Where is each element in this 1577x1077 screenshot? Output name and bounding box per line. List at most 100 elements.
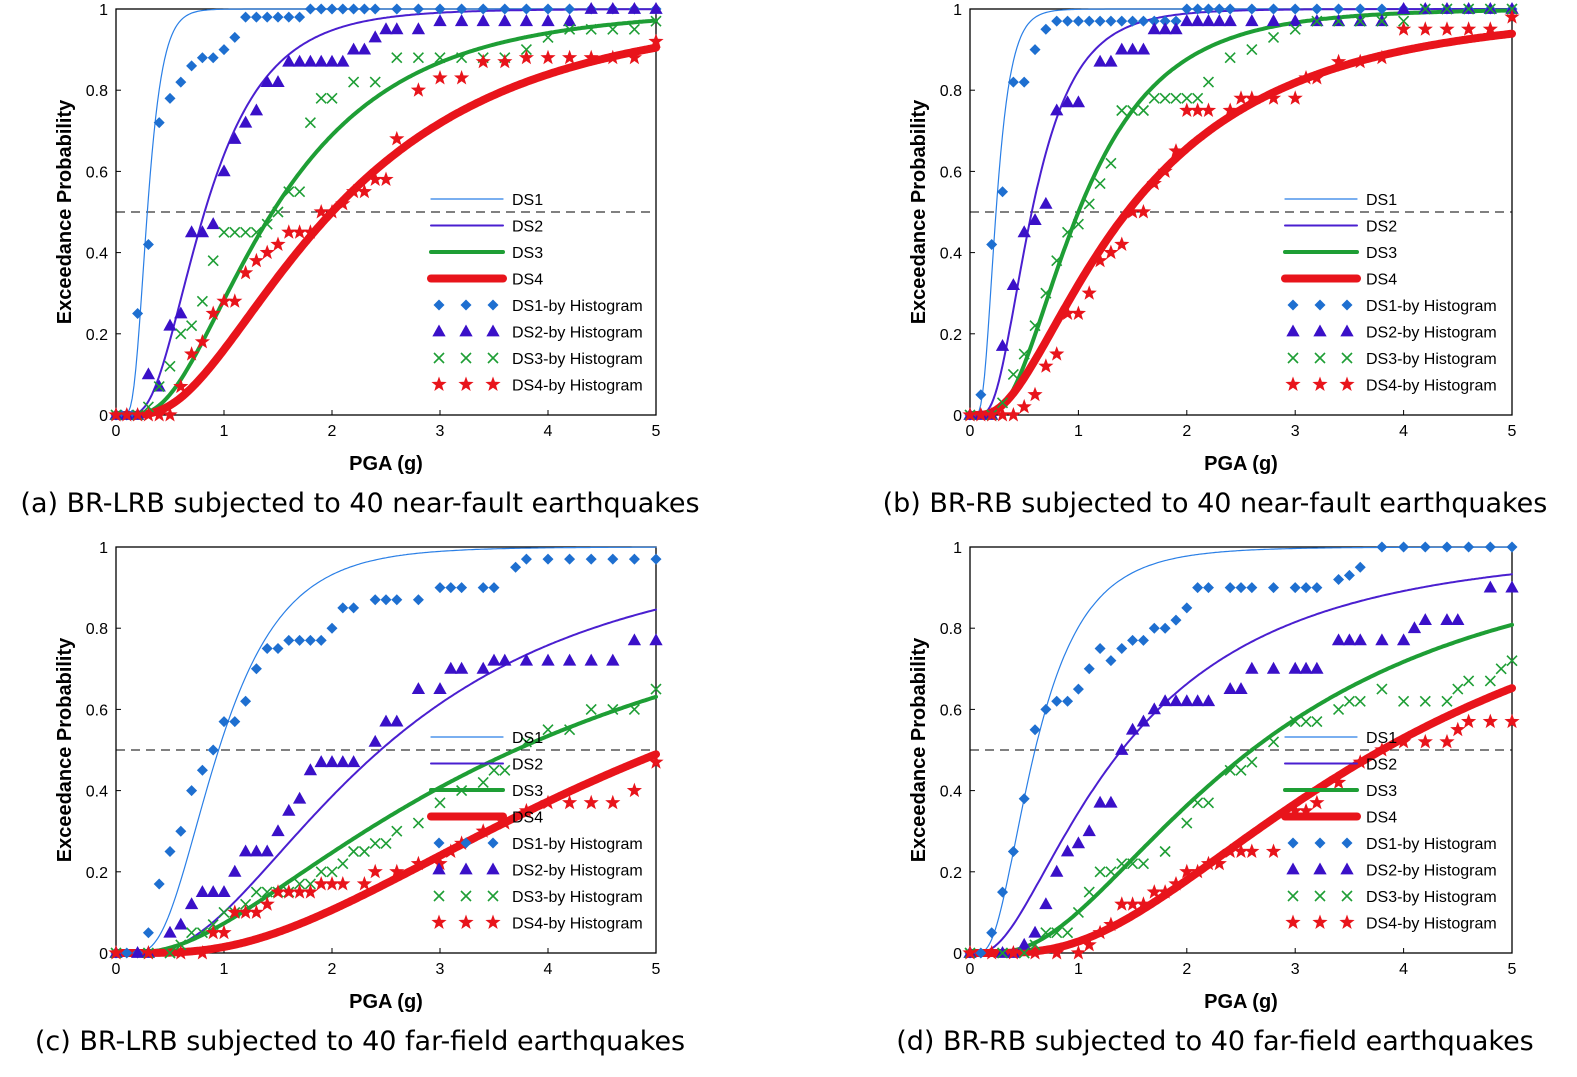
data-point [1029, 939, 1041, 951]
data-point [1224, 764, 1236, 776]
data-point [163, 925, 177, 938]
data-point [475, 823, 491, 838]
data-point [410, 82, 426, 97]
legend-label: DS4-by Histogram [512, 378, 643, 395]
data-point [510, 561, 522, 573]
legend-marker [1341, 890, 1353, 902]
data-point [140, 407, 156, 422]
data-point [411, 22, 426, 35]
data-point [357, 42, 372, 55]
legend-marker [1285, 914, 1301, 929]
data-point [1398, 15, 1410, 27]
legend-marker [1285, 376, 1301, 391]
data-point [1060, 844, 1075, 857]
y-tick-label: 0 [953, 946, 962, 963]
data-point [541, 14, 555, 27]
data-point [1298, 70, 1314, 85]
data-point [1268, 582, 1280, 594]
data-point [121, 947, 133, 959]
data-point [1094, 866, 1106, 878]
data-point [391, 825, 403, 837]
data-point [497, 53, 513, 69]
y-tick-label: 0.2 [86, 327, 108, 344]
data-point [1040, 927, 1052, 939]
data-point [325, 755, 339, 768]
legend-marker [487, 890, 499, 902]
data-point [1093, 795, 1107, 808]
data-point [1484, 3, 1496, 15]
data-point [1103, 244, 1119, 260]
data-point [1451, 613, 1465, 625]
data-point [995, 338, 1010, 351]
data-point [153, 381, 165, 393]
data-point [1006, 278, 1021, 290]
data-point [1309, 794, 1325, 810]
data-point [1343, 695, 1355, 707]
data-point [196, 764, 208, 776]
fit-curve-ds2 [969, 573, 1513, 954]
data-point [1190, 14, 1205, 27]
legend-label: DS3 [1366, 783, 1397, 800]
data-point [649, 2, 663, 14]
data-point [303, 54, 318, 67]
data-point [1483, 580, 1497, 593]
data-point [314, 755, 328, 768]
data-point [302, 884, 318, 899]
data-point [1463, 675, 1475, 687]
data-point [520, 3, 532, 15]
data-point [994, 407, 1011, 422]
x-tick-label: 5 [652, 961, 661, 978]
data-point [1114, 896, 1130, 911]
x-tick-label: 2 [1182, 961, 1191, 978]
legend: DS1 DS2 DS3 DS4 DS1-by Histogram DS2-by Histo… [427, 192, 643, 395]
y-tick-label: 0.2 [940, 327, 962, 344]
data-point [240, 695, 252, 707]
data-point [443, 843, 459, 858]
legend-marker [460, 352, 472, 364]
data-point [1146, 175, 1162, 191]
data-point [346, 183, 362, 199]
data-point [1051, 255, 1063, 267]
data-point [1018, 793, 1030, 805]
data-point [1266, 14, 1281, 27]
data-point [499, 764, 511, 776]
data-point [391, 594, 403, 606]
data-point [304, 117, 316, 129]
data-point [1352, 53, 1368, 69]
data-point [445, 582, 457, 594]
data-point [325, 54, 339, 67]
data-point [1181, 602, 1193, 614]
legend-marker [1287, 299, 1299, 311]
data-point [1170, 614, 1182, 626]
data-point [250, 886, 262, 898]
data-point [238, 844, 253, 857]
data-point [250, 226, 262, 238]
scatter-ds4-by-histogram [108, 33, 664, 422]
data-point [650, 553, 662, 565]
data-point [997, 186, 1009, 198]
data-point [607, 23, 619, 35]
data-point [412, 52, 424, 64]
data-point [132, 308, 144, 319]
data-point [1300, 582, 1312, 594]
data-point [1311, 716, 1323, 728]
data-point [294, 634, 306, 646]
data-point [249, 844, 264, 857]
data-point [1222, 102, 1238, 117]
legend-marker [1339, 914, 1355, 929]
data-point [141, 367, 156, 380]
data-point [1267, 31, 1280, 43]
data-point [648, 33, 664, 48]
data-point [1418, 613, 1432, 625]
data-point [1083, 886, 1095, 898]
x-tick-label: 1 [1074, 423, 1083, 440]
data-point [1375, 633, 1389, 646]
y-tick-label: 1 [953, 540, 962, 557]
data-point [1223, 682, 1237, 694]
data-point [454, 70, 470, 85]
data-point [1157, 163, 1173, 178]
data-point [216, 924, 232, 940]
data-point [1168, 143, 1184, 158]
data-point [1181, 817, 1193, 829]
data-point [498, 14, 512, 27]
